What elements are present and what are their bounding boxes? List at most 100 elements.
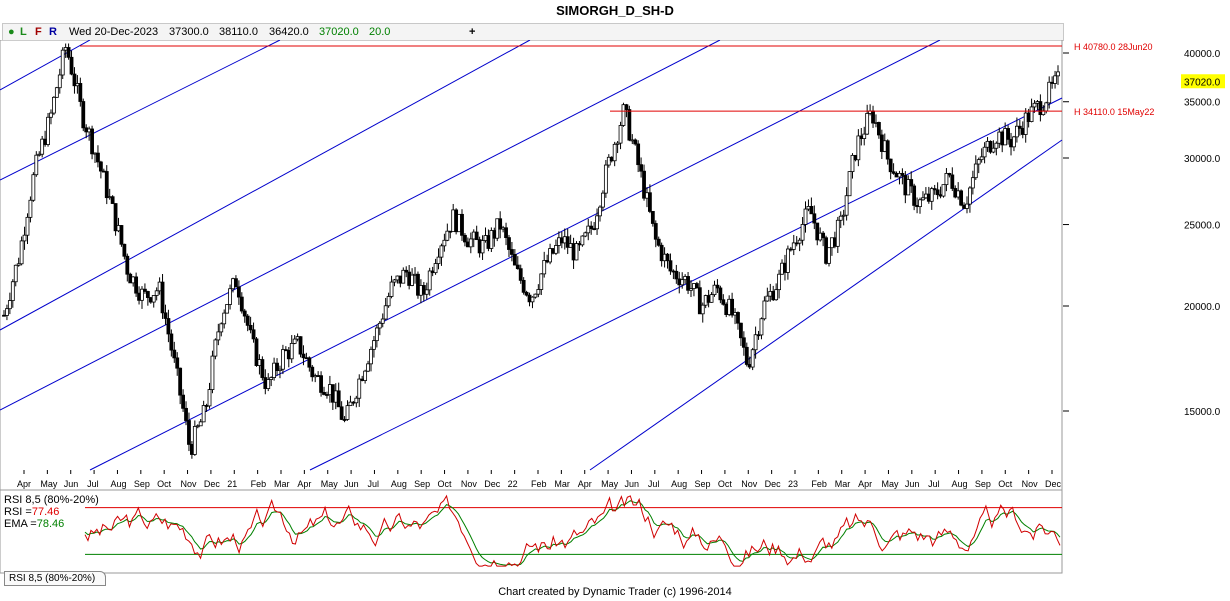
candle-body bbox=[40, 138, 45, 155]
candle-body bbox=[648, 192, 652, 212]
candle-body bbox=[228, 288, 232, 305]
candle-body bbox=[504, 227, 508, 239]
time-label: Jun bbox=[624, 479, 639, 489]
candle-body bbox=[900, 172, 905, 176]
time-label: Aug bbox=[110, 479, 126, 489]
rsi-legend: RSI 8,5 (80%-20%) RSI =77.46 EMA =78.46 bbox=[4, 494, 99, 530]
candle-body bbox=[49, 112, 53, 118]
time-label: Oct bbox=[157, 479, 172, 489]
candle-body bbox=[586, 225, 591, 234]
candle-body bbox=[19, 240, 24, 265]
candle-body bbox=[1053, 75, 1057, 84]
candle-body bbox=[213, 339, 218, 357]
candle-body bbox=[10, 281, 15, 301]
candle-body bbox=[715, 284, 720, 289]
candle-body bbox=[348, 401, 353, 407]
candle-body bbox=[13, 264, 18, 283]
candle-body bbox=[1044, 102, 1049, 112]
candle-body bbox=[140, 288, 144, 301]
time-label: 23 bbox=[788, 479, 798, 489]
candle-body bbox=[113, 203, 118, 232]
candle-body bbox=[877, 122, 881, 136]
button-f[interactable]: F bbox=[35, 26, 42, 38]
candle-body bbox=[921, 197, 925, 201]
candle-body bbox=[744, 346, 749, 365]
price-pane bbox=[0, 40, 1063, 491]
candle-body bbox=[536, 289, 541, 295]
candle-body bbox=[292, 338, 297, 344]
candle-body bbox=[386, 296, 391, 307]
tab-rsi[interactable]: RSI 8,5 (80%-20%) bbox=[4, 571, 106, 586]
candle-body bbox=[154, 290, 159, 296]
candle-body bbox=[1056, 71, 1060, 77]
channel-line bbox=[589, 139, 1063, 471]
candle-body bbox=[216, 331, 221, 341]
candle-body bbox=[1017, 125, 1022, 129]
add-chart-button[interactable]: + bbox=[469, 26, 476, 38]
candle-body bbox=[639, 164, 643, 172]
candle-body bbox=[442, 239, 447, 247]
candle-body bbox=[1012, 136, 1016, 148]
candle-body bbox=[803, 208, 808, 225]
time-label: Feb bbox=[251, 479, 267, 489]
candle-body bbox=[1032, 102, 1037, 108]
candle-body bbox=[518, 268, 523, 281]
candle-body bbox=[680, 279, 685, 286]
candle-body bbox=[589, 225, 594, 230]
time-label: May bbox=[881, 479, 899, 489]
time-label: Mar bbox=[835, 479, 851, 489]
candle-body bbox=[184, 407, 188, 421]
time-axis: Apr May Jun Jul Aug Sep Oct Nov Dec 21 Feb Mar Apr Ma… bbox=[17, 470, 1062, 489]
last-price-label: 37020.0 bbox=[1184, 77, 1221, 88]
time-label: 22 bbox=[508, 479, 518, 489]
candle-body bbox=[865, 113, 870, 135]
chart-canvas[interactable]: H 40780.0 28Jun20 H 34110.0 15May22 Apr Ma… bbox=[0, 40, 1230, 585]
rsi-line bbox=[84, 494, 1061, 567]
candle-body bbox=[800, 224, 805, 241]
candle-body bbox=[260, 359, 265, 378]
candle-body bbox=[841, 214, 846, 217]
button-r[interactable]: R bbox=[49, 26, 57, 38]
candle-body bbox=[239, 296, 244, 312]
price-axis: 15000.0 20000.0 25000.0 30000.0 35000.0 40000… bbox=[1063, 49, 1225, 418]
candle-body bbox=[98, 161, 103, 172]
ema-value: 78.46 bbox=[36, 518, 65, 530]
quote-high: 38110.0 bbox=[219, 26, 258, 38]
candle-body bbox=[463, 234, 467, 243]
time-label: Sep bbox=[975, 479, 991, 489]
candle-body bbox=[838, 215, 843, 221]
candle-body bbox=[275, 362, 279, 371]
candle-body bbox=[383, 305, 388, 320]
ema-line bbox=[84, 500, 1061, 566]
time-label: Nov bbox=[461, 479, 478, 489]
candle-body bbox=[34, 154, 39, 176]
candle-body bbox=[653, 223, 658, 240]
candle-body bbox=[178, 367, 183, 396]
time-label: Oct bbox=[998, 479, 1013, 489]
candle-body bbox=[965, 203, 969, 209]
candle-body bbox=[380, 318, 385, 324]
candle-body bbox=[736, 312, 740, 324]
button-l[interactable]: L bbox=[20, 26, 27, 38]
candle-body bbox=[621, 104, 626, 126]
candle-body bbox=[210, 355, 215, 390]
candle-body bbox=[222, 312, 227, 325]
candle-body bbox=[251, 329, 256, 340]
candle-body bbox=[700, 304, 705, 315]
candle-body bbox=[598, 206, 602, 217]
candle-body bbox=[988, 140, 993, 153]
price-tick-label: 40000.0 bbox=[1184, 49, 1221, 60]
quote-bar: ● L F R Wed 20-Dec-2023 37300.0 38110.0 … bbox=[2, 23, 1064, 41]
candle-body bbox=[994, 142, 999, 149]
last-price-box bbox=[1181, 74, 1225, 89]
candle-body bbox=[345, 405, 350, 420]
candle-body bbox=[844, 195, 849, 216]
candle-body bbox=[198, 421, 203, 427]
candle-body bbox=[906, 179, 911, 196]
candle-body bbox=[950, 174, 955, 189]
candle-body bbox=[982, 146, 987, 158]
time-label: Apr bbox=[17, 479, 31, 489]
candle-body bbox=[718, 287, 723, 301]
candles bbox=[2, 43, 1060, 459]
candle-body bbox=[310, 366, 315, 378]
